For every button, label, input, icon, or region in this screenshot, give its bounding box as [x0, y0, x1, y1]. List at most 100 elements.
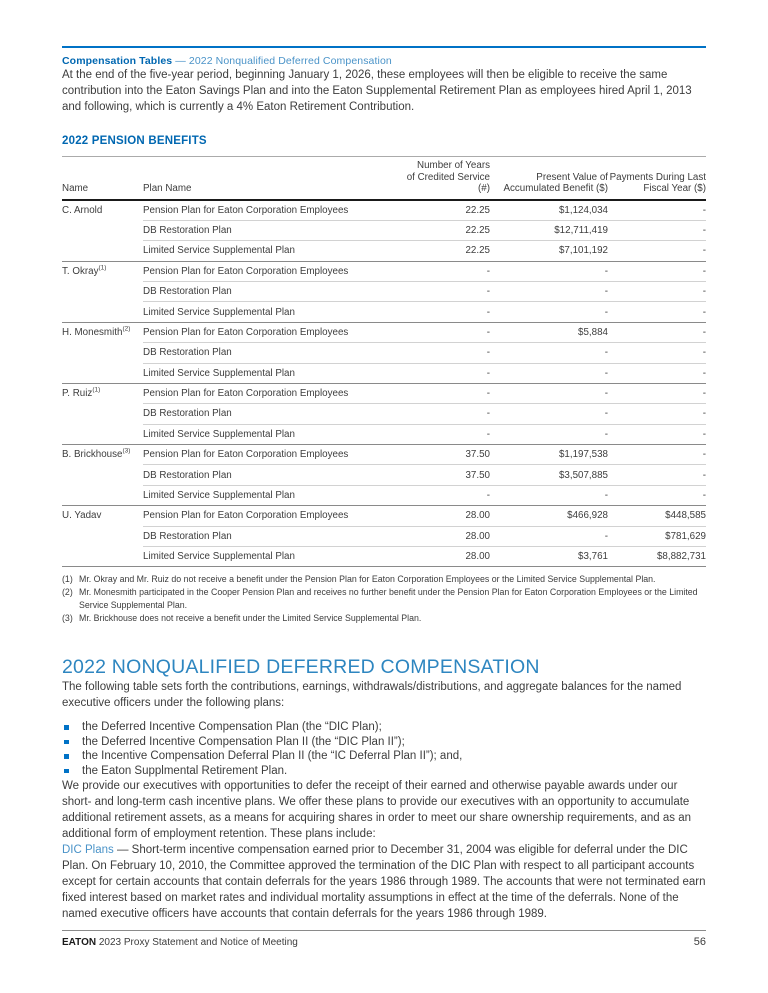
table-row: T. Okray(1) Pension Plan for Eaton Corpor…: [62, 261, 706, 323]
payments-cell: $781,629: [608, 526, 706, 547]
years-credited-cell: 28.00: [400, 546, 490, 568]
table-footnotes: (1) Mr. Okray and Mr. Ruiz do not receive…: [62, 573, 706, 625]
years-credited-cell: -: [400, 301, 490, 323]
table-row: B. Brickhouse(3) Pension Plan for Eaton C…: [62, 444, 706, 507]
bullet-square-icon: [64, 739, 69, 745]
plan-name-cell: Limited Service Supplemental Plan: [143, 485, 400, 507]
present-value-cell: -: [490, 526, 608, 547]
years-credited-cell: 22.25: [400, 199, 490, 221]
footer-document-title: 2023 Proxy Statement and Notice of Meeti…: [98, 937, 298, 948]
present-value-cell: -: [490, 485, 608, 507]
table-row: Limited Service Supplemental Plan - - -: [62, 363, 706, 384]
plan-name-cell: DB Restoration Plan: [143, 220, 400, 242]
years-credited-cell: -: [400, 424, 490, 446]
footnote-reference: (3): [122, 447, 131, 455]
page-number: 56: [693, 936, 706, 948]
plan-list-item-text: the Eaton Supplmental Retirement Plan.: [82, 764, 288, 777]
payments-cell: -: [608, 322, 706, 344]
table-row: C. Arnold Pension Plan for Eaton Corporat…: [62, 199, 706, 262]
plan-name-cell: DB Restoration Plan: [143, 342, 400, 364]
footnote: (3) Mr. Brickhouse does not receive a ben…: [62, 612, 706, 625]
plan-name-cell: Limited Service Supplemental Plan: [143, 363, 400, 384]
table-row: DB Restoration Plan 28.00- $781,629: [62, 526, 706, 547]
years-credited-cell: -: [400, 281, 490, 303]
executive-name-cell: C. Arnold: [62, 199, 143, 262]
years-credited-cell: 28.00: [400, 505, 490, 527]
pension-benefits-table: Name Plan Name Number of Years of Credit…: [62, 156, 706, 568]
section-intro-paragraph: The following table sets forth the contr…: [62, 681, 682, 710]
footer-brand: EATON: [62, 937, 97, 948]
footnote-text: Mr. Monesmith participated in the Cooper…: [79, 587, 698, 611]
bullet-square-icon: [64, 754, 69, 759]
plan-bullet-list: the Deferred Incentive Compensation Plan…: [62, 720, 706, 778]
footer-title: EATON 2023 Proxy Statement and Notice of…: [62, 937, 298, 948]
payments-cell: $8,882,731: [608, 546, 706, 568]
payments-cell: -: [608, 485, 706, 507]
column-header-payments: Payments During Last Fiscal Year ($): [608, 156, 706, 201]
present-value-cell: -: [490, 424, 608, 446]
years-credited-cell: 22.25: [400, 240, 490, 262]
present-value-cell: $5,884: [490, 322, 608, 344]
table-row: Limited Service Supplemental Plan - - -: [62, 424, 706, 446]
intro-paragraph: At the end of the five-year period, begi…: [62, 69, 692, 113]
present-value-cell: -: [490, 383, 608, 405]
present-value-cell: $3,761: [490, 546, 608, 568]
footnote-reference: (2): [122, 325, 131, 333]
footnote-reference: (1): [98, 264, 107, 272]
years-credited-cell: -: [400, 342, 490, 364]
present-value-cell: $7,101,192: [490, 240, 608, 262]
page-footer: EATON 2023 Proxy Statement and Notice of…: [62, 930, 706, 948]
executive-name-cell: H. Monesmith(2): [62, 322, 143, 384]
bullet-square-icon: [64, 725, 69, 730]
present-value-cell: $3,507,885: [490, 464, 608, 486]
present-value-cell: $1,197,538: [490, 444, 608, 466]
table-row: DB Restoration Plan 37.50 $3,507,885-: [62, 464, 706, 486]
plan-list-item: the Eaton Supplmental Retirement Plan.: [62, 764, 706, 779]
payments-cell: -: [608, 444, 706, 466]
present-value-cell: -: [490, 301, 608, 323]
years-credited-cell: 28.00: [400, 526, 490, 547]
dic-plans-body: — Short-term incentive compensation earn…: [62, 844, 706, 921]
footnote-number: (3): [62, 613, 73, 624]
running-header: Compensation Tables — 2022 Nonqualified …: [62, 55, 706, 67]
years-credited-cell: 22.25: [400, 220, 490, 242]
running-header-subsection: — 2022 Nonqualified Deferred Compensatio…: [175, 55, 392, 67]
footnote: (2) Mr. Monesmith participated in the Coo…: [62, 586, 706, 612]
table-row: DB Restoration Plan - - -: [62, 281, 706, 303]
years-credited-cell: -: [400, 363, 490, 384]
years-credited-cell: -: [400, 403, 490, 425]
payments-cell: -: [608, 301, 706, 323]
plan-name-cell: Limited Service Supplemental Plan: [143, 240, 400, 262]
executive-name-cell: T. Okray(1): [62, 261, 143, 323]
plan-name-cell: Pension Plan for Eaton Corporation Emplo…: [143, 261, 400, 283]
dic-plans-paragraph: DIC Plans — Short-term incentive compens…: [62, 842, 706, 922]
footnote-text: Mr. Okray and Mr. Ruiz do not receive a …: [79, 574, 656, 585]
payments-cell: -: [608, 281, 706, 303]
payments-cell: -: [608, 424, 706, 446]
present-value-cell: $12,711,419: [490, 220, 608, 242]
plan-name-cell: Pension Plan for Eaton Corporation Emplo…: [143, 505, 400, 527]
years-credited-cell: -: [400, 383, 490, 405]
column-header-years-credited: Number of Years of Credited Service (#): [400, 156, 490, 201]
present-value-cell: $1,124,034: [490, 199, 608, 221]
plan-name-cell: Pension Plan for Eaton Corporation Emplo…: [143, 444, 400, 466]
payments-cell: -: [608, 383, 706, 405]
footnote-reference: (1): [92, 386, 101, 394]
table-header-row: Name Plan Name Number of Years of Credit…: [62, 156, 706, 201]
table-row: DB Restoration Plan 22.25 $12,711,419-: [62, 220, 706, 242]
plan-name-cell: Pension Plan for Eaton Corporation Emplo…: [143, 322, 400, 344]
plan-name-cell: Limited Service Supplemental Plan: [143, 301, 400, 323]
table-row: DB Restoration Plan - - -: [62, 403, 706, 425]
executive-name-cell: U. Yadav: [62, 505, 143, 568]
footnote-text: Mr. Brickhouse does not receive a benefi…: [79, 613, 422, 624]
years-credited-cell: -: [400, 322, 490, 344]
table-row: Limited Service Supplemental Plan 22.25 $7…: [62, 240, 706, 262]
executive-name-cell: P. Ruiz(1): [62, 383, 143, 446]
plan-name-cell: DB Restoration Plan: [143, 281, 400, 303]
plan-name-cell: Pension Plan for Eaton Corporation Emplo…: [143, 199, 400, 221]
years-credited-cell: 37.50: [400, 464, 490, 486]
plan-name-cell: Pension Plan for Eaton Corporation Emplo…: [143, 383, 400, 405]
plan-name-cell: DB Restoration Plan: [143, 403, 400, 425]
years-credited-cell: -: [400, 261, 490, 283]
